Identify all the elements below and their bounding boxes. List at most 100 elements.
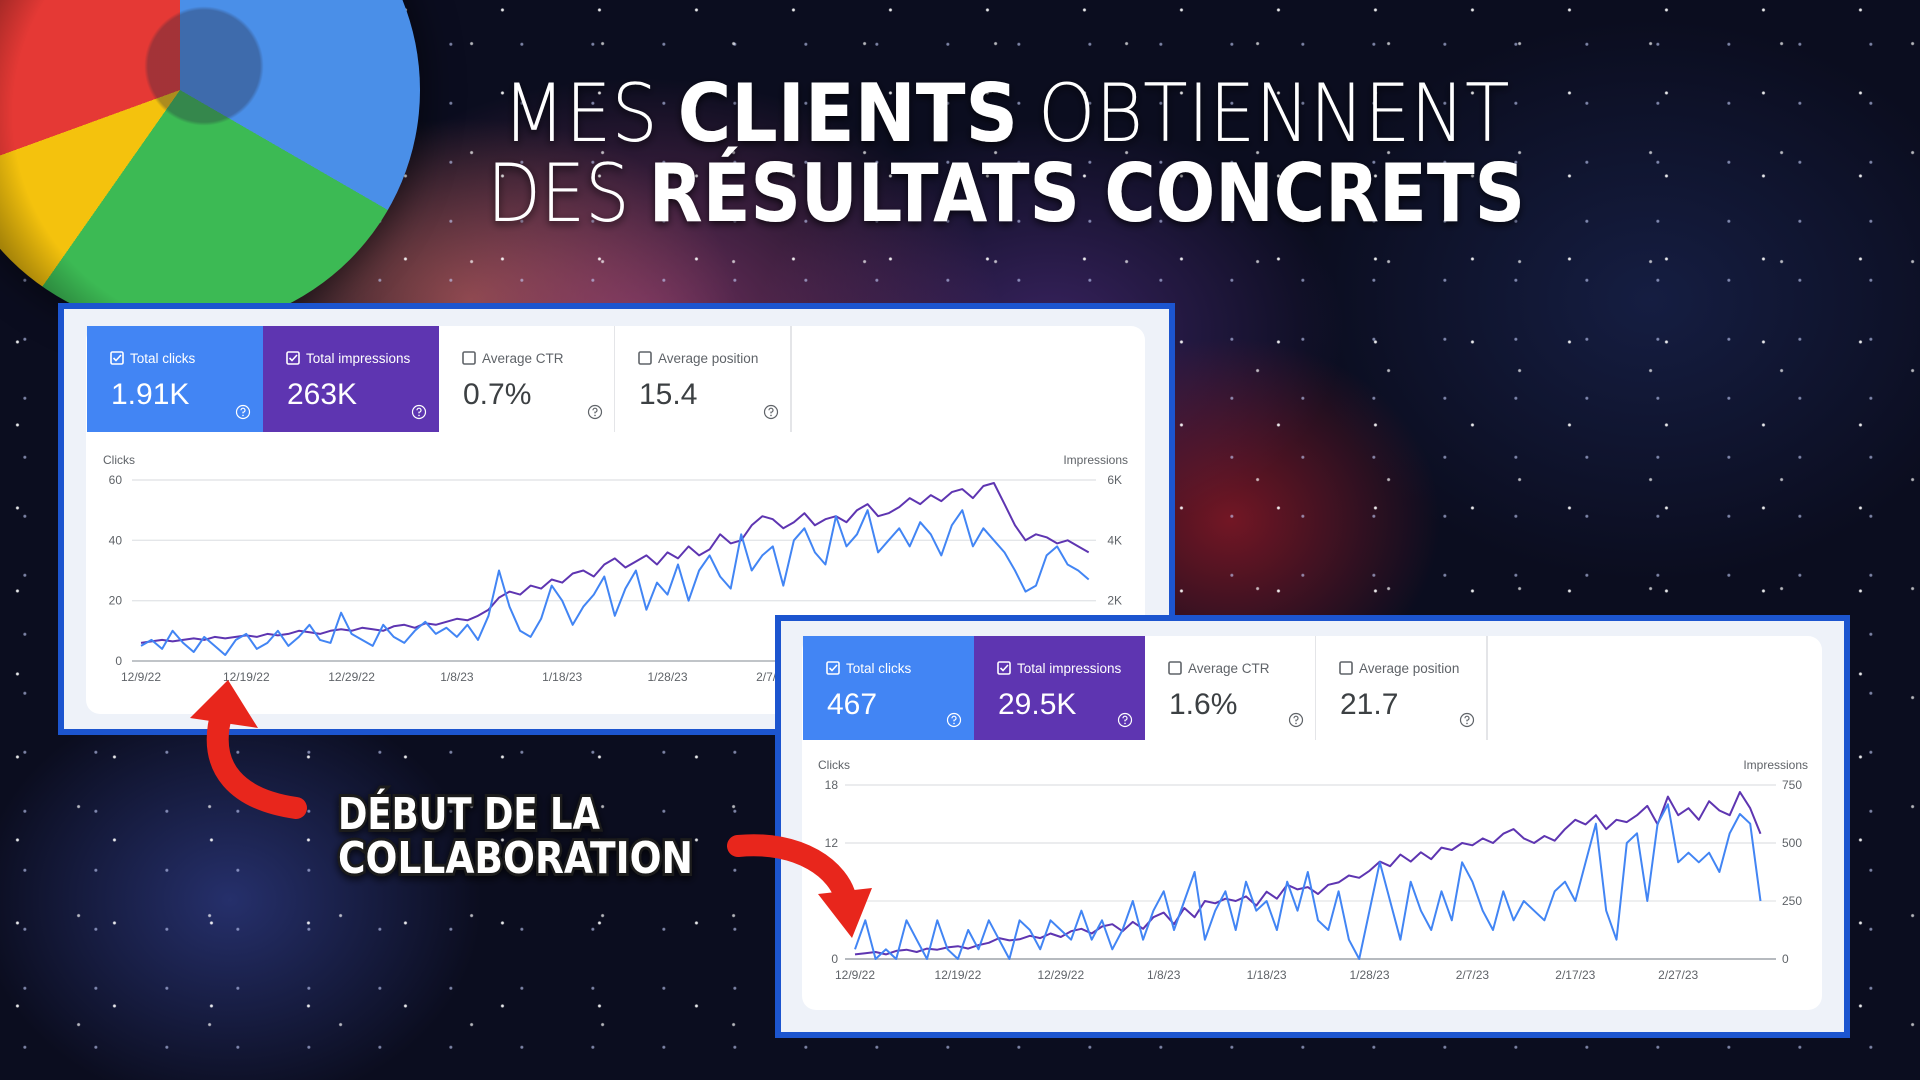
metric-card xyxy=(803,636,974,740)
metric-label: Total impressions xyxy=(306,351,411,366)
metric-card xyxy=(974,636,1145,740)
arrow-1 xyxy=(206,701,307,819)
metric-value: 1.91K xyxy=(111,378,189,411)
metric-checkbox[interactable] xyxy=(638,351,652,365)
help-icon-dot xyxy=(770,414,772,417)
metric-card xyxy=(615,326,791,432)
help-icon-dot xyxy=(953,722,955,725)
headline-word: DES xyxy=(487,147,630,240)
metric-label: Total impressions xyxy=(1017,661,1122,676)
x-tick-label: 1/28/23 xyxy=(647,670,687,684)
help-icon-dot xyxy=(418,414,420,417)
callout-line: DÉBUT DE LA xyxy=(338,787,600,840)
x-tick-label: 12/29/22 xyxy=(1037,968,1084,982)
help-icon-dot xyxy=(1466,722,1468,725)
metric-label: Average position xyxy=(658,351,758,366)
help-icon xyxy=(587,404,603,420)
help-icon xyxy=(1117,712,1133,728)
help-icon-mark xyxy=(768,407,774,414)
x-tick-label: 1/28/23 xyxy=(1349,968,1389,982)
y2-tick-label: 0 xyxy=(1782,952,1789,966)
help-icon xyxy=(1459,712,1475,728)
help-icon xyxy=(946,712,962,728)
metric-value: 21.7 xyxy=(1340,688,1398,721)
series-line xyxy=(854,791,1762,956)
metric-checkbox[interactable] xyxy=(997,661,1011,675)
y2-tick-label: 4K xyxy=(1107,533,1122,547)
metric-check xyxy=(828,664,838,672)
x-tick-label: 1/8/23 xyxy=(1147,968,1181,982)
help-icon xyxy=(411,404,427,420)
x-tick-label: 12/29/22 xyxy=(328,670,375,684)
chart-panel: Total clicks 467 Total impressions 29.5K Ave… xyxy=(775,615,1850,1038)
charts: Total clicks 1.91K Total impressions 263K Av… xyxy=(58,303,1850,1038)
callout-line: COLLABORATION xyxy=(338,833,693,884)
y2-tick-label: 6K xyxy=(1107,473,1122,487)
metric-value: 263K xyxy=(287,378,357,411)
help-icon-mark xyxy=(240,407,246,414)
series-line xyxy=(854,803,1762,960)
metric-label: Total clicks xyxy=(846,661,912,676)
x-tick-label: 1/18/23 xyxy=(1247,968,1287,982)
metric-label: Average position xyxy=(1359,661,1459,676)
metric-checkbox[interactable] xyxy=(286,351,300,365)
y-tick-label: 18 xyxy=(825,778,839,792)
headline-line: MESCLIENTSOBTIENNENT xyxy=(503,67,1510,160)
y-tick-label: 12 xyxy=(825,836,839,850)
metric-check xyxy=(288,354,298,362)
headline-line: DESRÉSULTATS CONCRETS xyxy=(487,146,1525,240)
metric-checkbox[interactable] xyxy=(826,661,840,675)
metric-checkbox[interactable] xyxy=(1168,661,1182,675)
metric-value: 15.4 xyxy=(639,378,697,411)
metric-checkbox[interactable] xyxy=(462,351,476,365)
metric-card xyxy=(263,326,439,432)
help-icon-dot xyxy=(594,414,596,417)
y-tick-label: 20 xyxy=(109,594,123,608)
metric-value: 467 xyxy=(827,688,877,721)
help-icon-mark xyxy=(416,407,422,414)
metric-label: Average CTR xyxy=(1188,661,1270,676)
metric-card xyxy=(439,326,615,432)
x-tick-label: 1/18/23 xyxy=(542,670,582,684)
y2-axis-label: Impressions xyxy=(1743,758,1808,772)
y2-tick-label: 750 xyxy=(1782,778,1802,792)
y-axis-label: Clicks xyxy=(103,453,135,467)
metric-checkbox[interactable] xyxy=(110,351,124,365)
x-tick-label: 2/7/23 xyxy=(1456,968,1490,982)
metric-check xyxy=(112,354,122,362)
x-tick-label: 2/27/23 xyxy=(1658,968,1698,982)
metric-card xyxy=(1145,636,1316,740)
y-axis-label: Clicks xyxy=(818,758,850,772)
y-tick-label: 60 xyxy=(109,473,123,487)
help-icon xyxy=(1288,712,1304,728)
help-icon-mark xyxy=(1464,715,1470,722)
x-tick-label: 1/8/23 xyxy=(440,670,474,684)
metric-card xyxy=(87,326,263,432)
y-tick-label: 0 xyxy=(831,952,838,966)
headline-word: CLIENTS xyxy=(678,67,1018,160)
help-icon-mark xyxy=(1122,715,1128,722)
metric-card xyxy=(1316,636,1487,740)
metric-checkbox[interactable] xyxy=(1339,661,1353,675)
y-tick-label: 40 xyxy=(109,533,123,547)
help-icon-dot xyxy=(1295,722,1297,725)
y-tick-label: 0 xyxy=(115,654,122,668)
help-icon xyxy=(763,404,779,420)
help-icon-mark xyxy=(951,715,957,722)
arrow-2 xyxy=(727,834,857,911)
y2-tick-label: 500 xyxy=(1782,836,1802,850)
headline-word: RÉSULTATS CONCRETS xyxy=(649,146,1525,240)
series-line xyxy=(140,482,1090,644)
metric-value: 1.6% xyxy=(1169,688,1237,721)
x-tick-label: 12/19/22 xyxy=(935,968,982,982)
y2-axis-label: Impressions xyxy=(1063,453,1128,467)
x-tick-label: 12/19/22 xyxy=(223,670,270,684)
metric-label: Total clicks xyxy=(130,351,196,366)
help-icon-mark xyxy=(592,407,598,414)
headline-word: MES xyxy=(503,67,658,160)
metric-value: 0.7% xyxy=(463,378,531,411)
